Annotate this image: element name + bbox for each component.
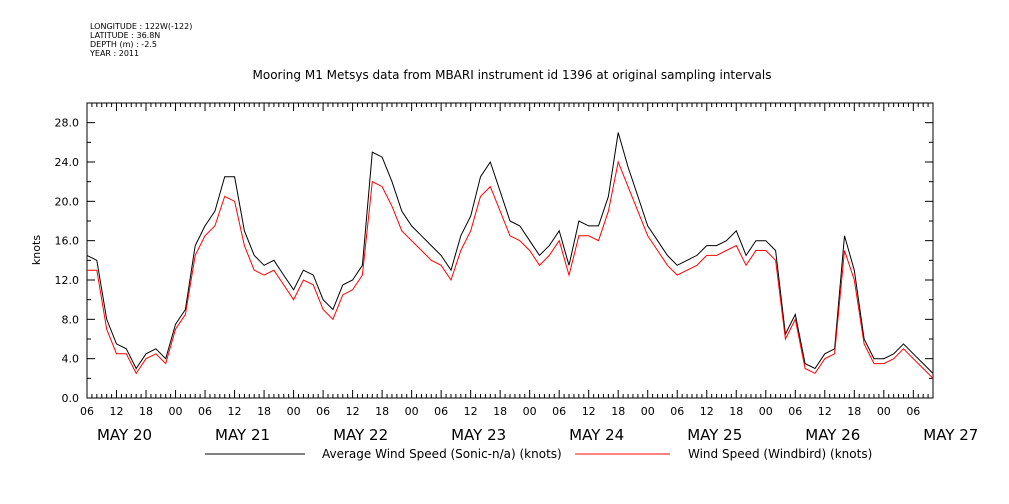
x-tick-label: 00	[169, 405, 183, 418]
x-tick-label: 18	[847, 405, 861, 418]
series-layer	[86, 132, 934, 379]
x-tick-label: 00	[759, 405, 773, 418]
y-axis-label: knots	[30, 235, 43, 265]
x-tick-label: 06	[434, 405, 448, 418]
date-label: MAY 21	[215, 426, 270, 444]
x-tick-label: 00	[405, 405, 419, 418]
x-tick-label: 18	[611, 405, 625, 418]
x-tick-label: 12	[818, 405, 832, 418]
legend-label-windbird: Wind Speed (Windbird) (knots)	[688, 447, 872, 461]
date-label: MAY 20	[97, 426, 152, 444]
x-tick-label: 18	[139, 405, 153, 418]
date-label: MAY 24	[569, 426, 624, 444]
legend-label-sonic: Average Wind Speed (Sonic-n/a) (knots)	[322, 447, 562, 461]
x-tick-label: 00	[877, 405, 891, 418]
x-tick-label: 06	[80, 405, 94, 418]
date-label: MAY 25	[687, 426, 742, 444]
x-tick-label: 06	[906, 405, 920, 418]
y-tick-label: 28.0	[55, 117, 80, 130]
metadata-block: LONGITUDE : 122W(-122) LATITUDE : 36.8N …	[90, 22, 192, 58]
x-tick-label: 06	[670, 405, 684, 418]
x-tick-label: 06	[316, 405, 330, 418]
tick-layer: 0.0 4.0 8.0 12.0 16.0 20.0 24.0 28.0 06 12 18 00 06 1…	[55, 102, 978, 444]
x-tick-label: 12	[582, 405, 596, 418]
x-tick-label: 18	[493, 405, 507, 418]
x-tick-label: 06	[788, 405, 802, 418]
legend: Average Wind Speed (Sonic-n/a) (knots) W…	[205, 447, 872, 461]
x-tick-label: 18	[257, 405, 271, 418]
latitude-text: LATITUDE : 36.8N	[90, 31, 161, 40]
x-tick-label: 00	[641, 405, 655, 418]
year-text: YEAR : 2011	[90, 49, 140, 58]
y-tick-label: 0.0	[62, 392, 80, 405]
date-label: MAY 23	[451, 426, 506, 444]
x-tick-label: 06	[552, 405, 566, 418]
x-tick-label: 18	[729, 405, 743, 418]
x-tick-label: 12	[110, 405, 124, 418]
y-tick-label: 16.0	[55, 235, 80, 248]
x-tick-label: 12	[464, 405, 478, 418]
y-tick-label: 4.0	[62, 353, 80, 366]
chart-title: Mooring M1 Metsys data from MBARI instru…	[252, 68, 772, 82]
y-tick-label: 12.0	[55, 274, 80, 287]
x-tick-label: 00	[523, 405, 537, 418]
date-label: MAY 22	[333, 426, 388, 444]
y-tick-label: 24.0	[55, 156, 80, 169]
x-tick-label: 06	[198, 405, 212, 418]
x-tick-label: 00	[287, 405, 301, 418]
series-line-1	[87, 160, 934, 379]
longitude-text: LONGITUDE : 122W(-122)	[90, 22, 193, 31]
x-tick-label: 12	[228, 405, 242, 418]
x-tick-label: 12	[346, 405, 360, 418]
y-tick-label: 20.0	[55, 195, 80, 208]
date-label: MAY 26	[805, 426, 860, 444]
x-tick-label: 12	[700, 405, 714, 418]
y-tick-label: 8.0	[62, 313, 80, 326]
x-tick-label: 18	[375, 405, 389, 418]
depth-text: DEPTH (m) : -2.5	[90, 40, 157, 49]
date-label: MAY 27	[923, 426, 978, 444]
series-line-0	[86, 132, 934, 374]
plot-frame	[86, 102, 934, 399]
